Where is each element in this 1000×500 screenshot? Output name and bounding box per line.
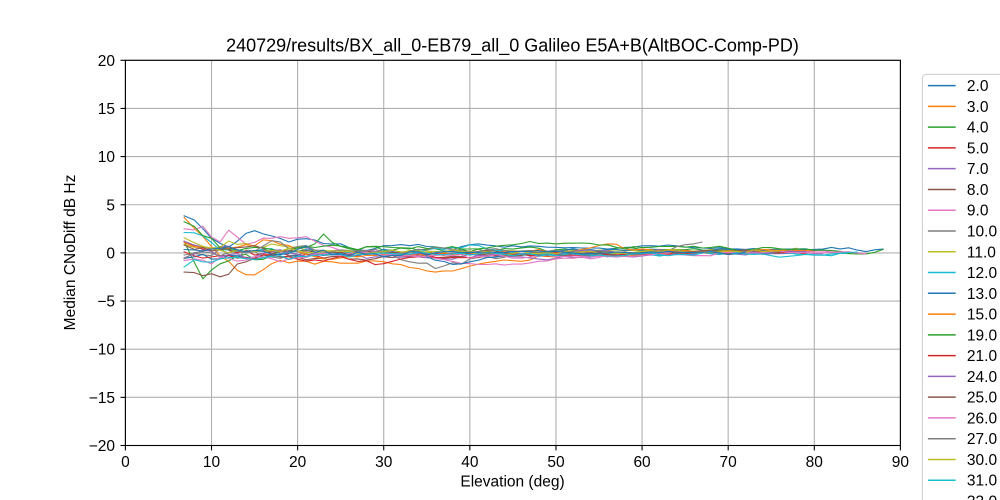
- svg-text:60: 60: [633, 454, 651, 471]
- svg-text:9.0: 9.0: [967, 203, 989, 220]
- svg-text:4.0: 4.0: [967, 120, 989, 137]
- svg-text:30: 30: [375, 454, 393, 471]
- svg-text:20: 20: [98, 53, 116, 70]
- svg-text:Median CNoDiff dB Hz: Median CNoDiff dB Hz: [62, 175, 79, 331]
- svg-text:5.0: 5.0: [967, 140, 989, 157]
- svg-text:12.0: 12.0: [967, 265, 998, 282]
- svg-text:27.0: 27.0: [967, 431, 998, 448]
- svg-text:3.0: 3.0: [967, 99, 989, 116]
- svg-text:7.0: 7.0: [967, 161, 989, 178]
- svg-text:240729/results/BX_all_0-EB79_a: 240729/results/BX_all_0-EB79_all_0 Galil…: [226, 36, 799, 57]
- svg-text:40: 40: [461, 454, 479, 471]
- svg-text:13.0: 13.0: [967, 286, 998, 303]
- svg-text:−20: −20: [89, 438, 116, 455]
- svg-text:−15: −15: [89, 390, 115, 407]
- svg-text:70: 70: [720, 454, 738, 471]
- svg-text:10.0: 10.0: [967, 223, 998, 240]
- svg-text:26.0: 26.0: [967, 410, 998, 427]
- svg-text:11.0: 11.0: [967, 244, 996, 261]
- svg-text:0: 0: [106, 245, 115, 262]
- svg-text:33.0: 33.0: [967, 494, 998, 500]
- svg-text:15.0: 15.0: [967, 307, 998, 324]
- svg-text:19.0: 19.0: [967, 327, 998, 344]
- svg-text:2.0: 2.0: [967, 78, 989, 95]
- svg-text:10: 10: [203, 454, 221, 471]
- svg-text:15: 15: [98, 101, 115, 118]
- svg-text:21.0: 21.0: [967, 348, 998, 365]
- svg-text:10: 10: [98, 149, 116, 166]
- svg-text:−5: −5: [97, 294, 115, 311]
- svg-text:90: 90: [892, 454, 910, 471]
- svg-text:25.0: 25.0: [967, 390, 998, 407]
- svg-text:50: 50: [547, 454, 565, 471]
- svg-text:20: 20: [289, 454, 307, 471]
- svg-text:80: 80: [806, 454, 824, 471]
- svg-text:30.0: 30.0: [967, 452, 998, 469]
- svg-text:24.0: 24.0: [967, 369, 998, 386]
- svg-text:8.0: 8.0: [967, 182, 989, 199]
- svg-text:0: 0: [121, 454, 130, 471]
- svg-text:31.0: 31.0: [967, 473, 998, 490]
- svg-text:−10: −10: [89, 342, 116, 359]
- svg-text:Elevation (deg): Elevation (deg): [460, 474, 564, 491]
- svg-text:5: 5: [106, 197, 115, 214]
